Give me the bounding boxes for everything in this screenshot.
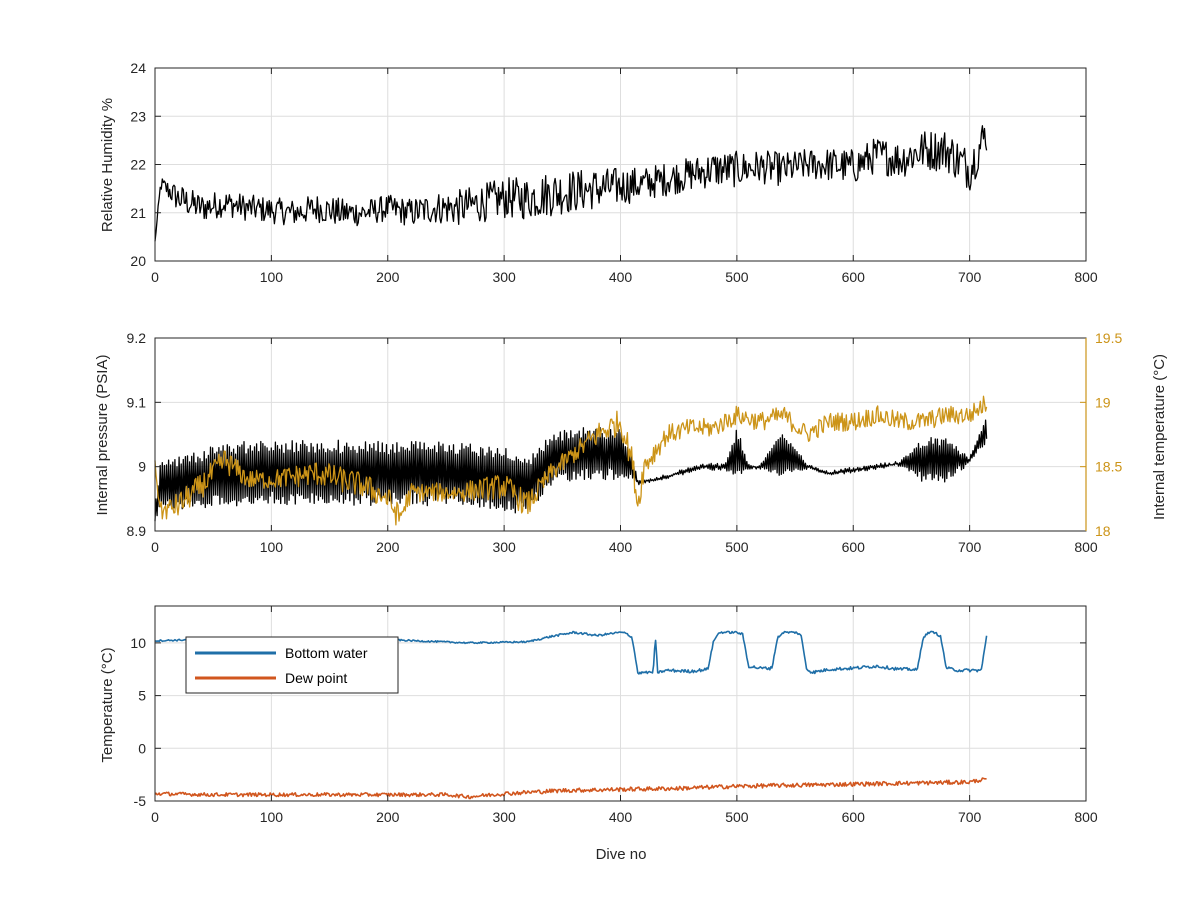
x-tick-label: 300 (492, 809, 516, 825)
y-tick-label: 24 (130, 60, 146, 76)
y-right-tick-label: 19.5 (1095, 330, 1122, 346)
internal-temperature-ylabel: Internal temperature (°C) (1151, 354, 1168, 520)
series-line-internal-temperature (154, 395, 988, 526)
x-tick-label: 800 (1074, 269, 1098, 285)
x-tick-label: 400 (609, 269, 633, 285)
y-tick-label: 21 (130, 205, 146, 221)
x-tick-label: 100 (260, 539, 284, 555)
y-tick-label: 5 (138, 688, 146, 704)
pressure-ticks: 0 100 200 300 400 500 600 700 800 8.9 9 9.1 9.2 18 18.… (127, 330, 1123, 555)
x-tick-label: 0 (151, 269, 159, 285)
series-line-dew-point (154, 777, 987, 800)
y-tick-label: 9 (138, 459, 146, 475)
x-tick-label: 600 (842, 809, 866, 825)
x-tick-label: 200 (376, 269, 400, 285)
x-tick-label: 700 (958, 269, 982, 285)
temperature-grid (154, 606, 1087, 802)
pressure-axes (154, 337, 1087, 532)
x-tick-label: 200 (376, 539, 400, 555)
y-right-tick-label: 18.5 (1095, 459, 1122, 475)
x-tick-label: 600 (842, 539, 866, 555)
y-right-tick-label: 18 (1095, 523, 1111, 539)
y-tick-label: 22 (130, 157, 146, 173)
series-line-internal-pressure (154, 419, 988, 522)
y-tick-label: 10 (130, 635, 146, 651)
axes-frame (154, 605, 1087, 802)
humidity-panel: 0 100 200 300 400 500 600 700 800 20 21 22 23 24 Rela… (99, 60, 1098, 285)
legend-bottom-water-label: Bottom water (285, 645, 368, 661)
humidity-ticks: 0 100 200 300 400 500 600 700 800 20 21 22 23 24 (130, 60, 1097, 285)
axes-frame (154, 67, 1087, 262)
y-tick-label: 20 (130, 253, 146, 269)
legend-box (185, 636, 399, 694)
x-tick-label: 0 (151, 809, 159, 825)
humidity-ylabel: Relative Humidity % (99, 98, 116, 232)
x-tick-label: 700 (958, 809, 982, 825)
y-tick-label: 23 (130, 108, 146, 124)
y-tick-label: -5 (134, 793, 147, 809)
humidity-axes (154, 67, 1087, 262)
series-line-panel0-0 (154, 125, 988, 242)
temperature-ylabel: Temperature (°C) (99, 647, 116, 762)
pressure-temperature-panel: 0 100 200 300 400 500 600 700 800 8.9 9 9.1 9.2 18 18.… (94, 330, 1168, 555)
x-tick-label: 400 (609, 809, 633, 825)
y-tick-label: 0 (138, 740, 146, 756)
temperature-xlabel: Dive no (596, 846, 647, 863)
y-tick-label: 9.2 (127, 330, 147, 346)
x-tick-label: 100 (260, 809, 284, 825)
x-tick-label: 500 (725, 809, 749, 825)
temperature-axes (154, 605, 1087, 802)
x-tick-label: 400 (609, 539, 633, 555)
y-tick-label: 8.9 (127, 523, 147, 539)
x-tick-label: 500 (725, 269, 749, 285)
legend: Bottom water Dew point (185, 636, 399, 694)
x-tick-label: 300 (492, 269, 516, 285)
humidity-series (154, 125, 988, 242)
y-right-tick-label: 19 (1095, 394, 1111, 410)
x-tick-label: 700 (958, 539, 982, 555)
x-tick-label: 0 (151, 539, 159, 555)
legend-dew-point-label: Dew point (285, 670, 347, 686)
x-tick-label: 200 (376, 809, 400, 825)
pressure-temperature-series (154, 395, 988, 526)
x-tick-label: 600 (842, 269, 866, 285)
x-tick-label: 300 (492, 539, 516, 555)
x-tick-label: 800 (1074, 539, 1098, 555)
x-tick-label: 500 (725, 539, 749, 555)
pressure-ylabel: Internal pressure (PSIA) (94, 355, 111, 516)
y-tick-label: 9.1 (127, 394, 147, 410)
x-tick-label: 800 (1074, 809, 1098, 825)
x-tick-label: 100 (260, 269, 284, 285)
